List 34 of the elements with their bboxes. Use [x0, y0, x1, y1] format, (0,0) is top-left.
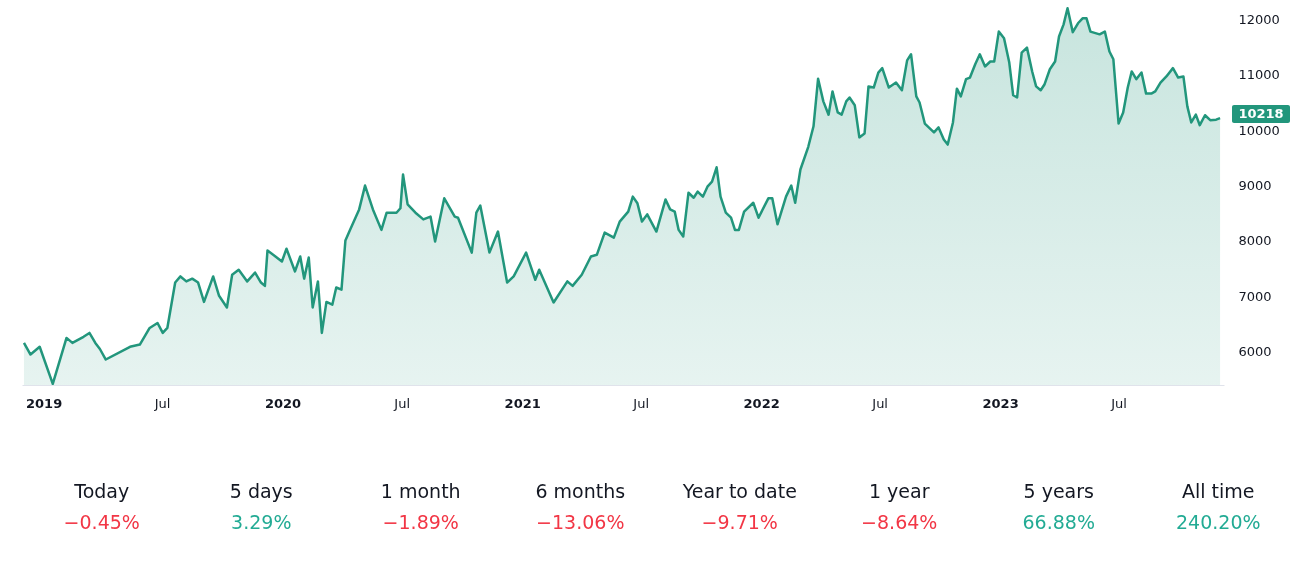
data-label: −9.71% — [701, 511, 778, 533]
y-tick-label: 7000 — [1238, 288, 1272, 304]
category-label: 5 days — [229, 480, 293, 502]
y-tick-label: 8000 — [1238, 233, 1272, 249]
category-label: Today — [73, 480, 130, 502]
data-label: 240.20% — [1175, 511, 1261, 533]
data-label: −0.45% — [63, 511, 140, 533]
data-label: 66.88% — [1022, 511, 1095, 533]
y-tick-label: 9000 — [1238, 178, 1272, 194]
category-label: 5 years — [1023, 480, 1094, 502]
category-label: 6 months — [535, 480, 626, 502]
annotation: 10218 — [1238, 106, 1284, 122]
x-tick-label: Jul — [153, 395, 171, 411]
x-tick-label: Jul — [1110, 395, 1127, 411]
y-tick-label: 12000 — [1238, 11, 1280, 27]
x-tick-label: Jul — [871, 395, 888, 411]
data-label: −1.89% — [382, 511, 459, 533]
category-label: Year to date — [681, 480, 797, 502]
category-label: All time — [1181, 480, 1255, 502]
x-tick-label: 2020 — [264, 395, 302, 411]
y-tick-label: 10000 — [1238, 122, 1280, 138]
x-tick-label: Jul — [393, 395, 411, 411]
data-label: −13.06% — [536, 511, 625, 533]
data-label: 3.29% — [231, 511, 292, 533]
x-tick-label: Jul — [632, 395, 650, 411]
x-tick-label: 2019 — [26, 395, 63, 411]
x-tick-label: 2021 — [504, 395, 541, 411]
data-label: −8.64% — [861, 511, 938, 533]
y-tick-label: 6000 — [1238, 344, 1272, 360]
category-label: 1 month — [380, 480, 461, 502]
x-tick-label: 2022 — [743, 395, 780, 411]
y-tick-label: 11000 — [1238, 67, 1280, 83]
category-label: 1 year — [868, 480, 930, 502]
x-tick-label: 2023 — [982, 395, 1019, 411]
